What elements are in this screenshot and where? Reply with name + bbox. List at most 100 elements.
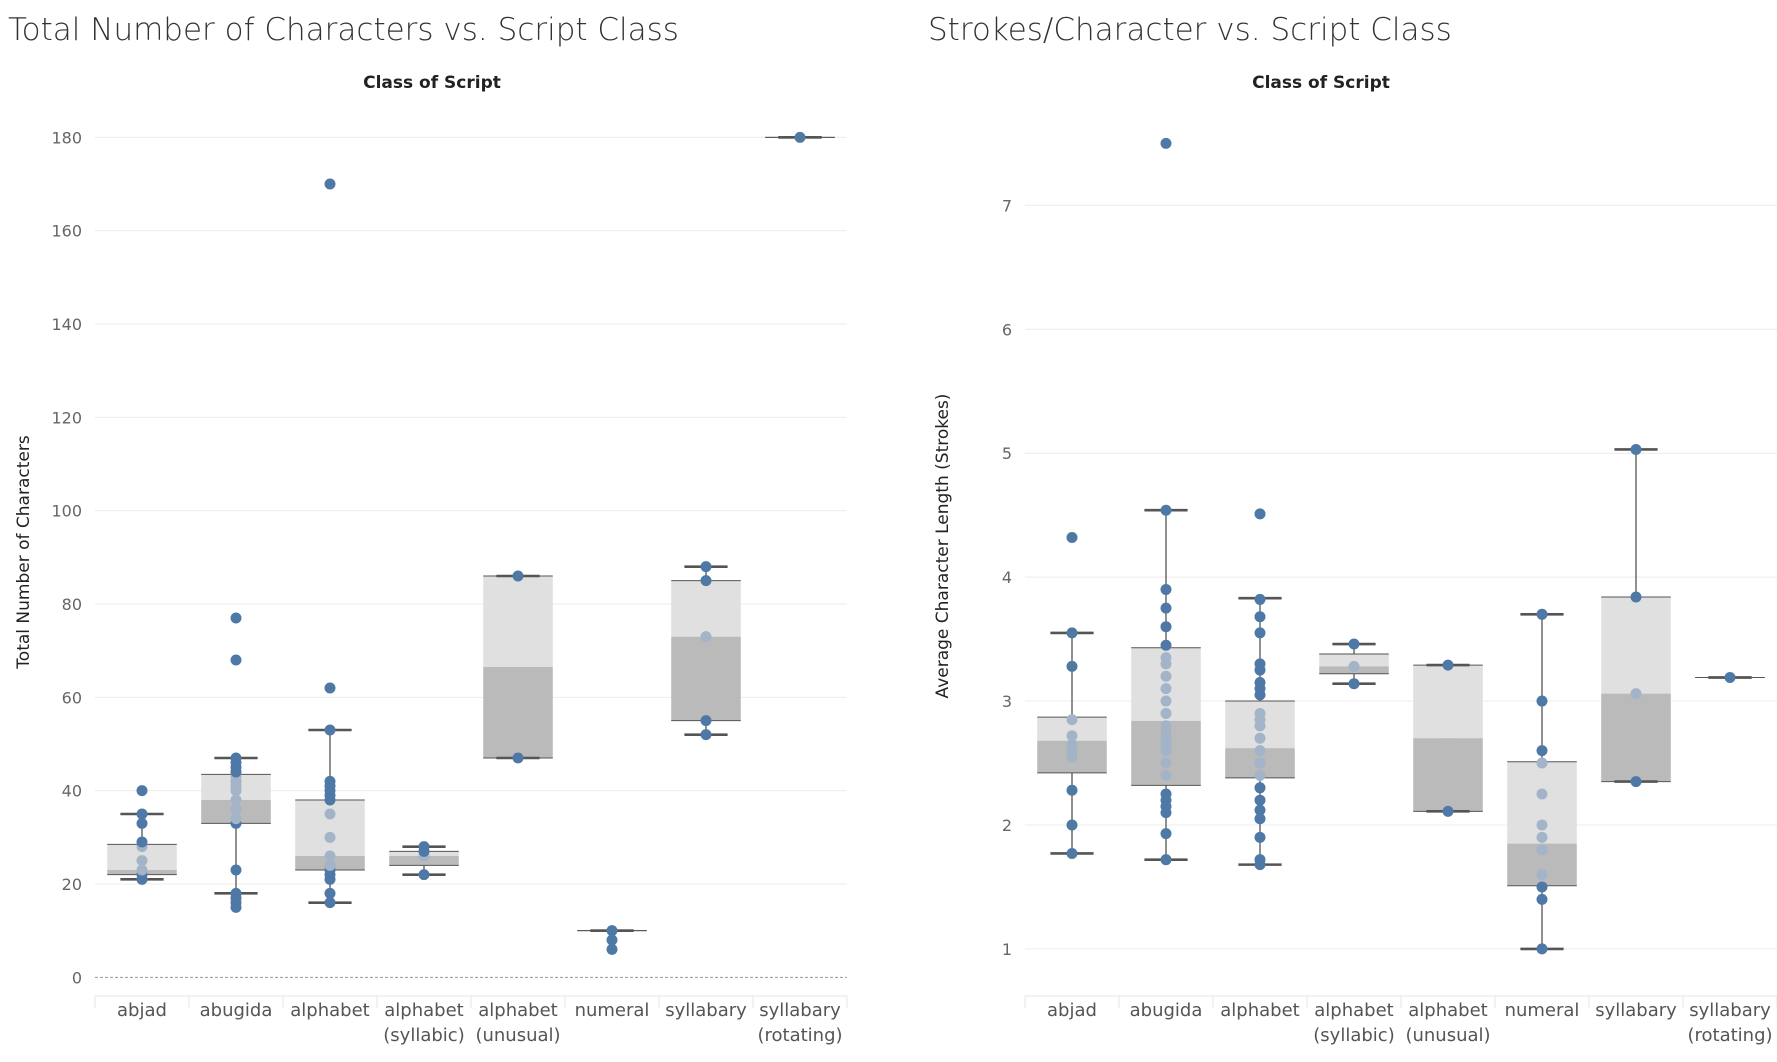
data-point: [1254, 757, 1266, 769]
data-point: [324, 178, 336, 190]
data-point: [1536, 831, 1548, 843]
data-point: [700, 561, 712, 573]
data-point: [1348, 660, 1360, 672]
x-category-label-line: (syllabic): [383, 1025, 464, 1046]
data-point: [230, 813, 242, 825]
y-axis-title: Average Character Length (Strokes): [933, 394, 953, 699]
y-tick-label: 40: [62, 782, 82, 801]
data-point: [512, 752, 524, 764]
box-upper: [1319, 653, 1389, 667]
data-point: [1630, 776, 1642, 788]
y-axis-ticks: 1 2 3 4 5 6 7: [1002, 196, 1012, 959]
data-point: [1254, 782, 1266, 794]
data-point: [230, 803, 242, 815]
y-tick-label: 2: [1002, 816, 1012, 835]
data-point: [1536, 893, 1548, 905]
data-point: [1724, 672, 1736, 684]
data-point: [606, 943, 618, 955]
data-point: [1160, 652, 1172, 664]
x-category-label: alphabet (syllabic): [383, 1000, 464, 1046]
data-point: [700, 575, 712, 587]
x-category-label: syllabary: [1595, 1000, 1677, 1021]
data-point: [230, 887, 242, 899]
data-point: [1160, 504, 1172, 516]
data-point: [1160, 854, 1172, 866]
y-axis-title: Total Number of Characters: [14, 435, 34, 670]
x-category-label: syllabary (rotating): [757, 1000, 842, 1046]
data-point: [324, 897, 336, 909]
data-point: [136, 864, 148, 876]
data-point: [1630, 591, 1642, 603]
box-upper: [1037, 717, 1107, 741]
data-point: [1066, 847, 1078, 859]
data-point: [1254, 508, 1266, 520]
data-point: [324, 682, 336, 694]
data-point: [1160, 670, 1172, 682]
x-category-label: syllabary: [665, 1000, 747, 1021]
x-category-label-line: (rotating): [757, 1025, 842, 1046]
data-point: [1254, 745, 1266, 757]
x-category-label-line: alphabet: [290, 1000, 369, 1021]
box-upper: [1507, 761, 1577, 844]
y-tick-label: 120: [51, 408, 82, 427]
data-point: [1160, 683, 1172, 695]
data-point: [1442, 805, 1454, 817]
box-lower: [671, 636, 741, 721]
y-axis-ticks: 0 20 40 60 80 100 120 140 160 180: [51, 128, 82, 987]
x-category-label: alphabet (syllabic): [1313, 1000, 1394, 1046]
data-point: [1160, 757, 1172, 769]
data-point: [230, 752, 242, 764]
box-upper: [671, 580, 741, 637]
chart-strokes-svg: Class of Script Average Character Length…: [933, 73, 1777, 1046]
data-point: [1160, 621, 1172, 633]
x-axis-categories: abjad abugida alphabet alphabet (syllabic)al…: [117, 1000, 842, 1046]
data-point: [1254, 658, 1266, 670]
y-tick-label: 100: [51, 502, 82, 521]
data-point: [794, 131, 806, 143]
x-category-label-line: alphabet: [1408, 1000, 1487, 1021]
x-axis-categories: abjad abugida alphabet alphabet (syllabic)al…: [1047, 1000, 1772, 1046]
data-point: [606, 925, 618, 937]
data-point: [324, 724, 336, 736]
data-point: [1066, 627, 1078, 639]
data-point: [1160, 788, 1172, 800]
box-plot: [1413, 663, 1483, 813]
data-point: [1254, 769, 1266, 781]
data-point: [1254, 593, 1266, 605]
data-point: [1066, 738, 1078, 750]
x-category-label: alphabet (unusual): [1405, 1000, 1490, 1046]
data-point: [1160, 720, 1172, 732]
x-category-label: syllabary (rotating): [1687, 1000, 1772, 1046]
data-points: [136, 131, 806, 955]
box-plots: [107, 136, 835, 932]
data-point: [700, 715, 712, 727]
data-point: [324, 775, 336, 787]
data-point: [1254, 813, 1266, 825]
data-point: [700, 729, 712, 741]
data-point: [418, 869, 430, 881]
y-tick-label: 3: [1002, 692, 1012, 711]
data-point: [1160, 584, 1172, 596]
box-upper: [1413, 665, 1483, 739]
x-category-label-line: numeral: [1505, 1000, 1580, 1021]
x-category-label-line: (unusual): [475, 1025, 560, 1046]
data-point: [1066, 660, 1078, 672]
x-category-label-line: alphabet: [384, 1000, 463, 1021]
data-point: [1254, 676, 1266, 688]
x-category-label: alphabet: [1220, 1000, 1299, 1021]
chart-panel-strokes: Strokes/Character vs. Script Class Class…: [920, 0, 1777, 1062]
data-point: [230, 612, 242, 624]
x-category-label-line: abugida: [1130, 1000, 1203, 1021]
data-point: [1348, 678, 1360, 690]
data-point: [1160, 602, 1172, 614]
x-category-label-line: syllabary: [1595, 1000, 1677, 1021]
data-point: [1348, 638, 1360, 650]
chart-panel-characters: Total Number of Characters vs. Script Cl…: [0, 0, 870, 1062]
data-point: [1442, 659, 1454, 671]
box-upper: [295, 800, 365, 856]
x-category-label: alphabet: [290, 1000, 369, 1021]
data-point: [1536, 943, 1548, 955]
data-point: [1066, 784, 1078, 796]
data-point: [1066, 730, 1078, 742]
data-point: [1536, 788, 1548, 800]
